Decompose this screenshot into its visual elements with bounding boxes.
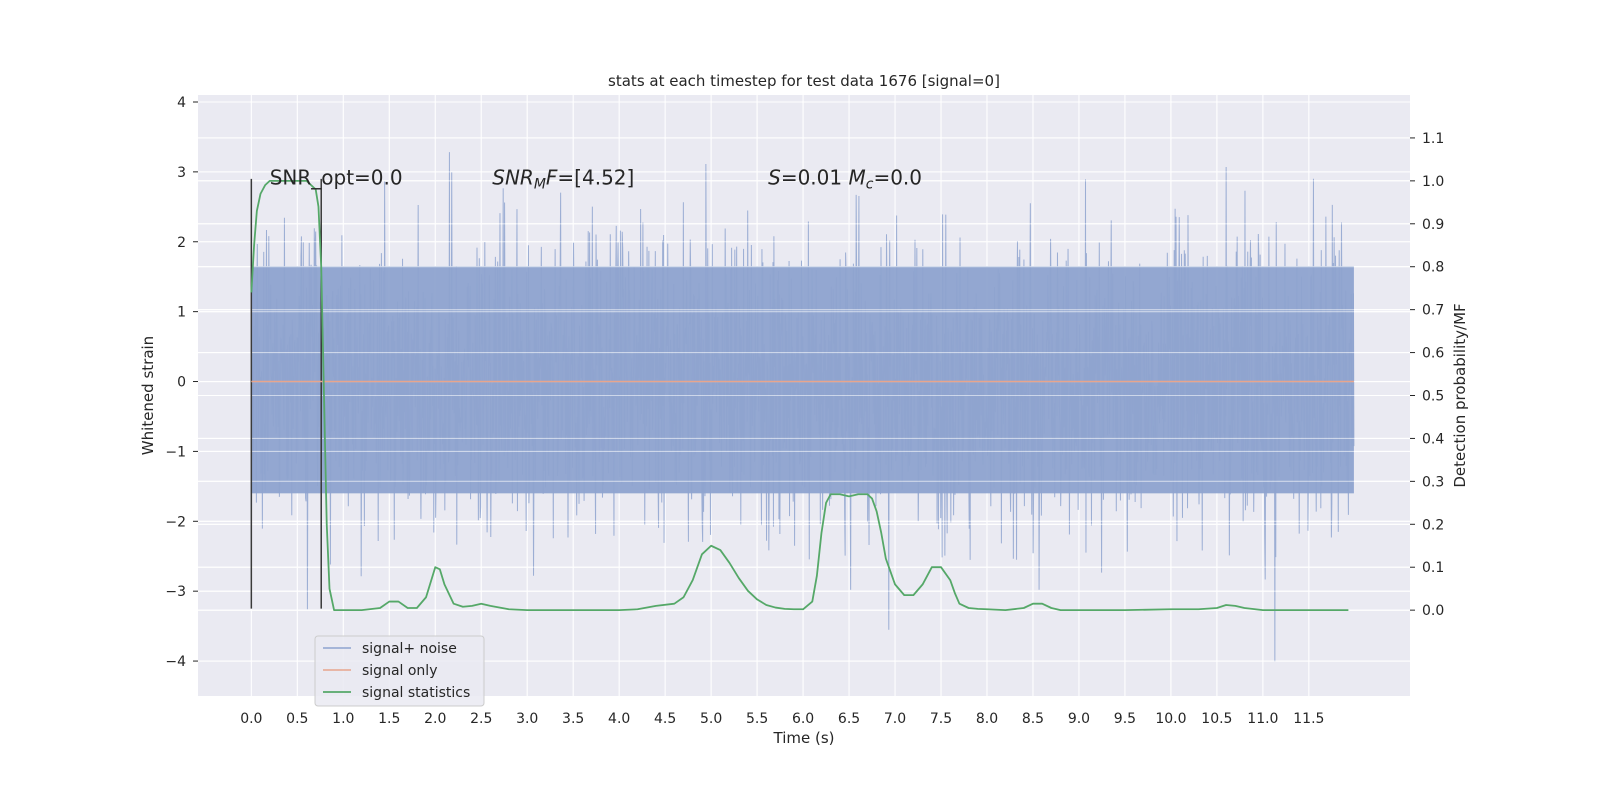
- y-tick-label-right: 1.0: [1422, 174, 1444, 190]
- y-tick-label: 1: [177, 305, 186, 321]
- y-tick-label-right: 0.3: [1422, 474, 1444, 490]
- annotation-part: F: [546, 165, 558, 189]
- x-tick-label: 11.5: [1293, 711, 1324, 727]
- y-tick-label: −4: [165, 654, 186, 670]
- annotation-snr-opt: SNR_opt=0.0: [270, 165, 403, 189]
- x-tick-label: 1.0: [332, 711, 354, 727]
- annotation-part: =0.01: [781, 165, 849, 189]
- legend-label-signal-noise: signal+ noise: [362, 641, 457, 657]
- signal-noise-band: [251, 266, 1354, 494]
- x-tick-label: 8.0: [976, 711, 998, 727]
- y-tick-label: −3: [165, 584, 186, 600]
- x-tick-label: 6.0: [792, 711, 814, 727]
- x-tick-label: 5.0: [700, 711, 722, 727]
- signal-statistics-series: [250, 179, 1349, 612]
- y-tick-label: 0: [177, 375, 186, 391]
- x-tick-label: 4.0: [608, 711, 630, 727]
- x-tick-label: 10.0: [1155, 711, 1186, 727]
- y-tick-label: 2: [177, 235, 186, 251]
- y-axis-ticks-left: −4 −3 −2 −1 0 1 2 3 4: [165, 95, 198, 670]
- x-tick-label: 9.0: [1068, 711, 1090, 727]
- x-tick-label: 4.5: [654, 711, 676, 727]
- x-tick-label: 2.0: [424, 711, 446, 727]
- y-tick-label-right: 0.9: [1422, 217, 1444, 233]
- annotation-part: =0.0: [873, 165, 922, 189]
- x-tick-label: 3.0: [516, 711, 538, 727]
- annotation-part: SNR: [492, 165, 534, 189]
- x-tick-label: 6.5: [838, 711, 860, 727]
- x-tick-label: 0.0: [240, 711, 262, 727]
- y-tick-label-right: 1.1: [1422, 131, 1444, 147]
- signal-noise-series: [198, 101, 1410, 662]
- x-tick-label: 8.5: [1022, 711, 1044, 727]
- annotations: SNR_opt=0.0 SNRMF=[4.52] S=0.01 Mc=0.0: [270, 165, 922, 192]
- legend-label-signal-statistics: signal statistics: [362, 685, 470, 701]
- y-tick-label: 4: [177, 95, 186, 111]
- x-tick-label: 1.5: [378, 711, 400, 727]
- annotation-part: c: [866, 176, 874, 192]
- y-axis-label: Whitened strain: [139, 336, 157, 455]
- y-tick-label-right: 0.2: [1422, 517, 1444, 533]
- annotation-part: M: [534, 176, 546, 192]
- x-tick-label: 9.5: [1114, 711, 1136, 727]
- x-tick-label: 7.0: [884, 711, 906, 727]
- y-tick-label-right: 0.6: [1422, 346, 1444, 362]
- y-tick-label-right: 0.8: [1422, 260, 1444, 276]
- y-tick-label-right: 0.1: [1422, 560, 1444, 576]
- annotation-part: S: [768, 165, 781, 189]
- annotation-part: =[4.52]: [557, 165, 634, 189]
- x-tick-label: 7.5: [930, 711, 952, 727]
- x-tick-label: 11.0: [1247, 711, 1278, 727]
- annotation-snr-mf: SNRMF=[4.52]: [492, 165, 634, 192]
- y-tick-label-right: 0.5: [1422, 389, 1444, 405]
- y-axis-ticks-right: 0.0 0.1 0.2 0.3 0.4 0.5 0.6 0.7 0.8 0.9 1.0 1.1: [1410, 131, 1444, 619]
- y-tick-label-right: 0.4: [1422, 431, 1444, 447]
- y-tick-label: −1: [165, 444, 186, 460]
- chart-title: stats at each timestep for test data 167…: [608, 72, 1000, 90]
- x-axis-ticks: 0.0 0.5 1.0 1.5 2.0 2.5 3.0 3.5 4.0 4.5 5.0 5.5 6.0 6…: [240, 711, 1324, 727]
- legend-box: [314, 635, 485, 707]
- x-tick-label: 3.5: [562, 711, 584, 727]
- y-tick-label-right: 0.7: [1422, 303, 1444, 319]
- y-tick-label: 3: [177, 165, 186, 181]
- x-tick-label: 2.5: [470, 711, 492, 727]
- legend: signal+ noise signal only signal statist…: [314, 635, 485, 707]
- annotation-s-mc: S=0.01 Mc=0.0: [768, 165, 922, 192]
- annotation-part: M: [848, 165, 865, 189]
- legend-label-signal-only: signal only: [362, 663, 437, 679]
- x-tick-label: 5.5: [746, 711, 768, 727]
- y-axis-label-right: Detection probability/MF: [1451, 303, 1469, 487]
- x-tick-label: 0.5: [286, 711, 308, 727]
- x-axis-label: Time (s): [773, 729, 835, 747]
- y-tick-label-right: 0.0: [1422, 603, 1444, 619]
- y-tick-label: −2: [165, 514, 186, 530]
- x-tick-label: 10.5: [1201, 711, 1232, 727]
